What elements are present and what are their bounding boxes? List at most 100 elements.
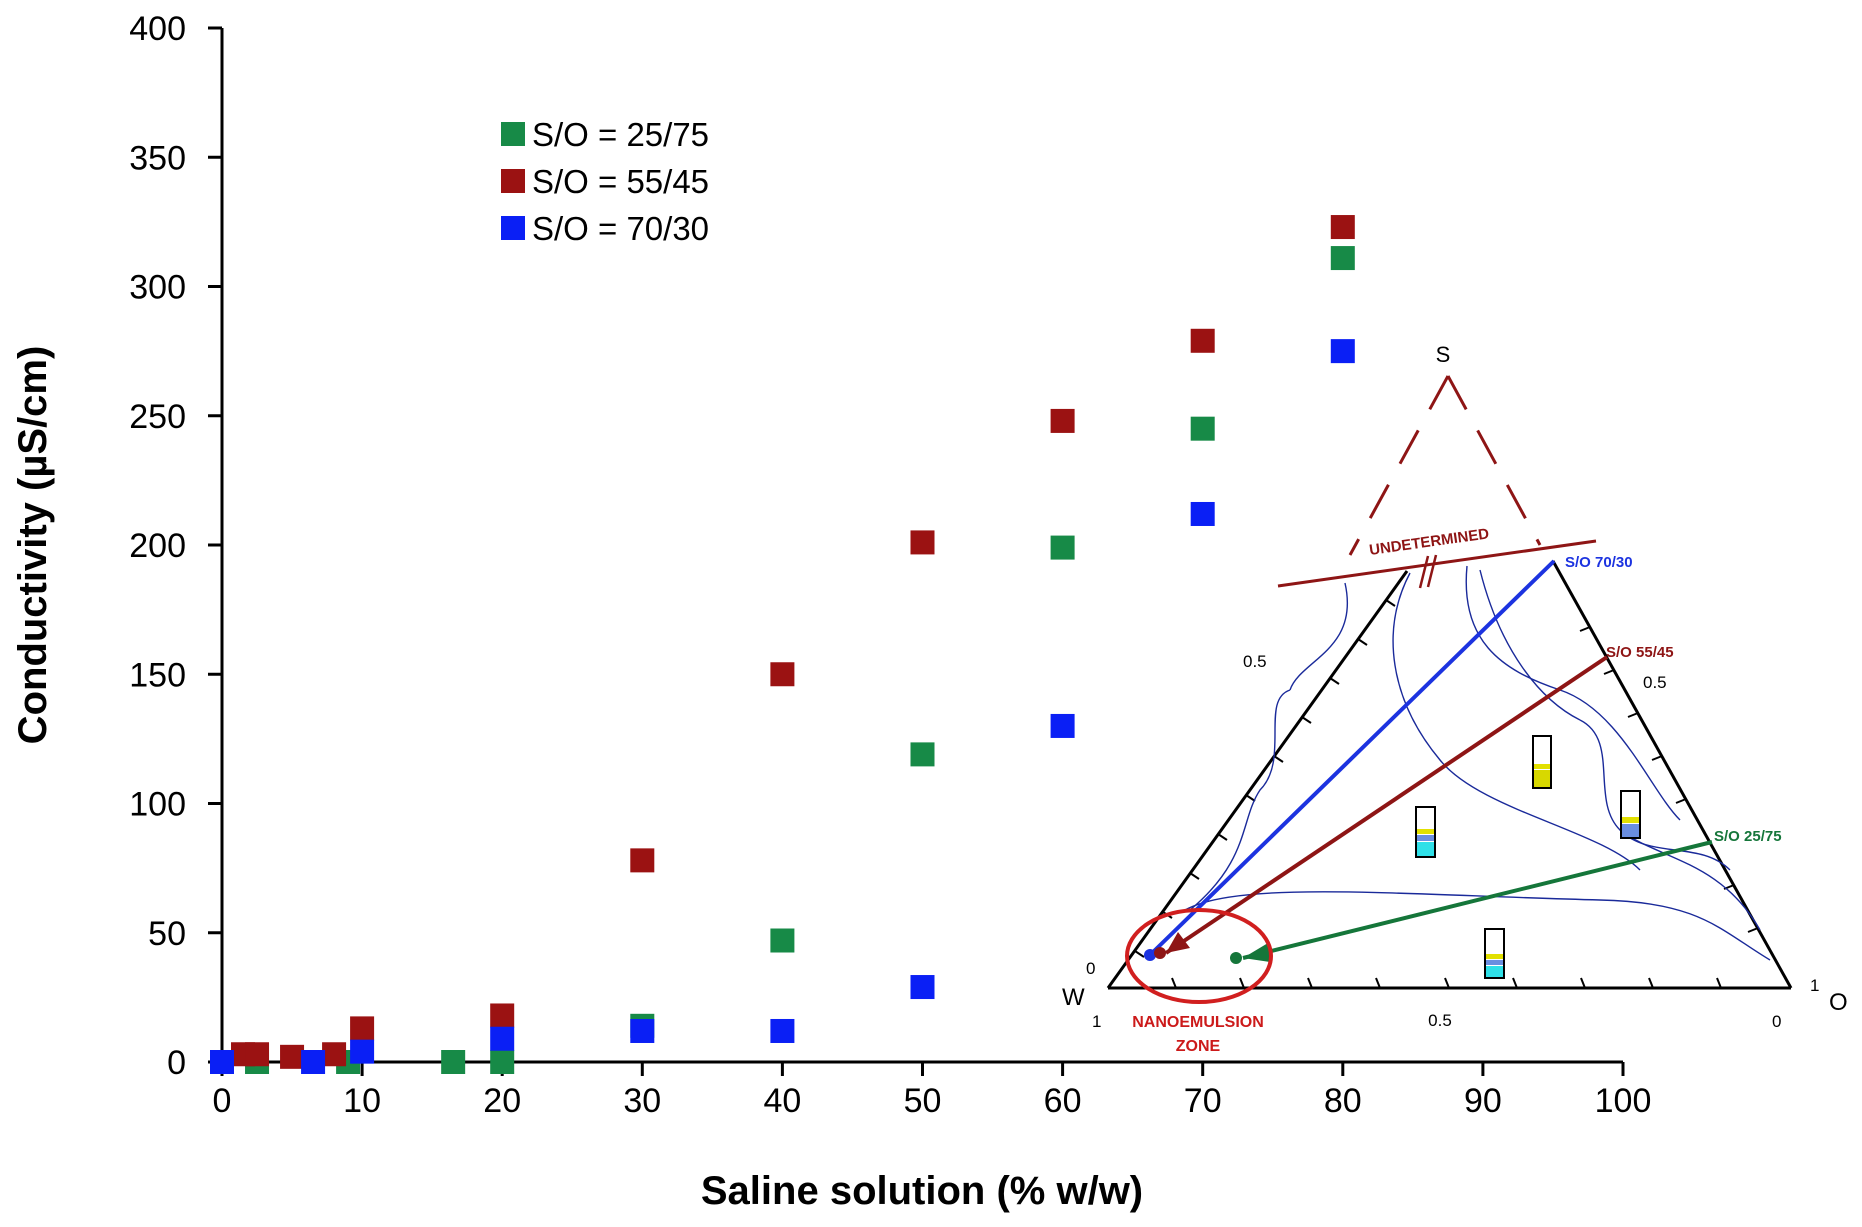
legend-swatch [501,216,525,240]
ternary-tick [1627,712,1639,718]
phase-boundary [1289,582,1348,691]
data-point-series-3 [1050,713,1075,738]
ternary-tick [1189,872,1200,880]
tick-label-right-one: 1 [1810,976,1819,995]
ternary-tick [1385,599,1396,607]
ternary-tick [1512,977,1518,989]
phase-boundary [1579,719,1731,871]
ternary-tick [1579,626,1591,632]
data-point-series-2 [770,662,795,687]
nanoemulsion-zone-label-2: ZONE [1176,1038,1221,1055]
y-tick-label: 400 [129,10,186,48]
ternary-inset: UNDETERMINED [1062,342,1848,1055]
legend-label: S/O = 70/30 [532,210,709,247]
tick-label-right-mid: 0.5 [1643,673,1667,692]
data-point-series-1 [770,928,795,953]
ternary-dashed-right [1446,375,1542,546]
phase-boundaries [1184,565,1771,961]
data-point-series-1 [1330,246,1355,271]
x-ticks: 0 10 20 30 40 50 60 70 80 90 100 [213,1062,1652,1120]
x-tick-label: 0 [213,1082,232,1120]
ternary-tick [1675,798,1687,804]
x-tick-label: 70 [1184,1082,1222,1120]
ternary-tick [1273,755,1284,763]
tube-layer [1622,824,1639,837]
dilution-line-70-30 [1148,559,1556,957]
phase-boundary [1184,891,1771,961]
ternary-tick [1580,977,1586,989]
legend-swatch [501,169,525,193]
endpoint-25-75 [1230,952,1242,964]
phase-boundary [1619,829,1761,931]
tube [1415,806,1436,858]
legend-label: S/O = 55/45 [532,163,709,200]
x-tick-label: 50 [904,1082,942,1120]
data-point-series-2 [280,1044,305,1069]
undetermined-boundary [1277,539,1597,588]
tube [1484,928,1505,979]
phase-boundary [1465,565,1681,821]
tube-layer [1486,954,1503,959]
ternary-tick [1648,977,1654,989]
ternary-tick [1171,977,1177,989]
data-point-series-1 [1190,416,1215,441]
x-tick-label: 20 [483,1082,521,1120]
data-point-series-1 [441,1050,466,1074]
phase-boundary [1479,569,1581,721]
data-point-series-3 [490,1026,515,1051]
data-point-series-3 [1330,339,1355,364]
ternary-tick [1444,977,1450,989]
data-point-series-2 [1330,215,1355,240]
undetermined-label: UNDETERMINED [1368,525,1490,559]
tube [1532,735,1552,789]
legend-label: S/O = 25/75 [532,116,709,153]
ternary-right-edge [1551,560,1793,989]
data-point-series-2 [322,1042,347,1067]
nanoemulsion-zone-ellipse [1125,908,1273,1004]
arrowhead-25-75 [1243,943,1270,962]
tube-layer [1417,835,1434,841]
dilution-line-25-75 [1242,840,1713,960]
ternary-tick [1651,755,1663,761]
arrowhead-55-45 [1166,932,1190,953]
tube-layer [1534,764,1550,769]
ternary-tick [1217,833,1228,841]
y-tick-label: 0 [167,1044,186,1082]
data-point-series-3 [210,1050,234,1074]
legend-swatch [501,122,525,146]
y-axis-title: Conductivity (µS/cm) [11,346,55,745]
ternary-tick [1245,794,1256,802]
data-point-series-3 [630,1018,655,1043]
ternary-tick [1134,950,1145,958]
ternary-tick [1239,977,1245,989]
tube-layer [1417,829,1434,834]
vertex-label-w: W [1062,984,1085,1011]
tick-label-left-mid: 0.5 [1243,652,1267,671]
x-tick-label: 40 [763,1082,801,1120]
y-tick-label: 150 [129,656,186,694]
y-ticks: 0 50 100 150 200 250 300 350 400 [129,10,222,1082]
data-point-series-3 [770,1018,795,1043]
dilution-label-55-45: S/O 55/45 [1606,644,1674,661]
ternary-tick [1301,716,1312,724]
dilution-line-55-45 [1164,655,1609,955]
dilution-label-25-75: S/O 25/75 [1714,828,1782,845]
ternary-tick [1603,669,1615,675]
x-tick-label: 100 [1595,1082,1652,1120]
data-point-series-3 [301,1050,326,1074]
x-axis-title: Saline solution (% w/w) [701,1169,1143,1213]
ternary-tick [1357,638,1368,646]
ternary-tick [1329,677,1340,685]
legend: S/O = 25/75 S/O = 55/45 S/O = 70/30 [501,116,709,247]
y-tick-label: 200 [129,527,186,565]
phase-boundary [1392,572,1641,871]
tube-layer [1417,842,1434,856]
x-tick-label: 90 [1464,1082,1502,1120]
y-tick-label: 350 [129,139,186,177]
ternary-left-edge [1106,570,1409,989]
tick-label-bottom-mid: 0.5 [1428,1011,1452,1030]
ternary-tick [1375,977,1381,989]
data-points [210,215,1355,1074]
data-point-series-2 [1050,408,1075,433]
